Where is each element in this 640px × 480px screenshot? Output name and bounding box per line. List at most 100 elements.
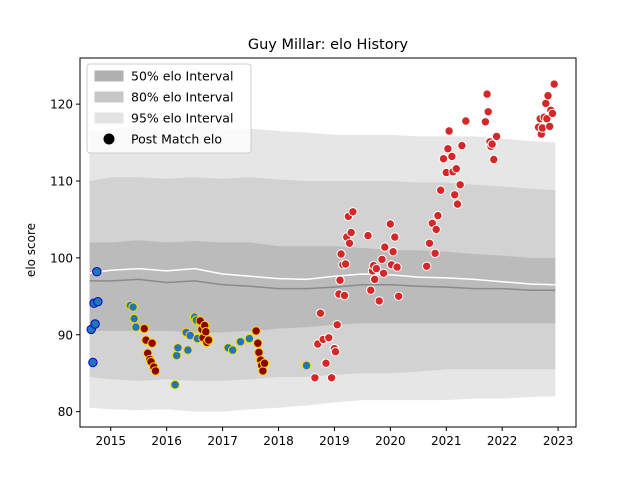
data-point [366, 285, 376, 295]
legend-label: 80% elo Interval [131, 90, 233, 105]
data-point [92, 267, 102, 277]
data-point [129, 313, 139, 324]
data-point [332, 320, 342, 330]
data-point [450, 190, 460, 200]
legend-label: 50% elo Interval [131, 69, 233, 84]
data-point [380, 242, 390, 252]
x-tick-label: 2020 [375, 434, 406, 448]
legend-box [86, 63, 252, 154]
data-point [128, 302, 138, 312]
x-tick-label: 2015 [95, 434, 126, 448]
data-point [489, 154, 499, 165]
band-50-interval [89, 240, 556, 333]
data-point [491, 131, 502, 142]
data-point [330, 347, 341, 357]
data-point [147, 338, 157, 348]
data-point [483, 107, 493, 117]
data-point [348, 207, 358, 217]
plot-frame [79, 57, 577, 428]
x-tick-label: 2023 [543, 434, 574, 448]
data-point [388, 247, 398, 257]
data-point [431, 224, 441, 235]
data-point [482, 89, 492, 99]
data-point [390, 232, 400, 242]
data-point [172, 350, 182, 361]
data-point [173, 343, 183, 353]
data-point [344, 238, 355, 249]
data-point [457, 140, 467, 151]
data-point [340, 259, 351, 269]
data-point [455, 180, 465, 190]
data-point [424, 238, 435, 249]
y-tick-label: 100 [50, 251, 73, 265]
data-point [549, 79, 559, 89]
data-point [301, 360, 312, 371]
data-point [170, 380, 180, 390]
data-point [374, 296, 384, 306]
x-tick-label: 2017 [207, 434, 238, 448]
data-point [443, 144, 453, 154]
data-point [346, 227, 356, 238]
legend-marker [103, 133, 115, 145]
y-tick-label: 120 [50, 98, 73, 112]
data-point [253, 338, 263, 348]
data-point [321, 358, 331, 368]
data-point [310, 373, 320, 383]
data-point [315, 308, 326, 318]
y-tick-label: 90 [58, 328, 73, 342]
x-tick-label: 2019 [319, 434, 350, 448]
data-point [543, 91, 553, 101]
data-point [547, 108, 558, 119]
data-point [422, 261, 432, 271]
data-point [433, 210, 443, 221]
legend: 50% elo Interval 80% elo Interval 95% elo … [86, 63, 252, 154]
x-tick-label: 2016 [151, 434, 182, 448]
data-point [438, 154, 449, 164]
y-tick-label: 110 [50, 175, 73, 189]
legend-label: 95% elo Interval [131, 111, 233, 126]
data-point [88, 357, 98, 368]
data-point [487, 139, 497, 149]
data-point [326, 373, 337, 383]
data-point [259, 358, 270, 368]
data-point [228, 345, 238, 355]
data-point [452, 199, 463, 209]
data-point [385, 219, 395, 229]
y-axis-label: elo score [24, 223, 38, 277]
data-point [378, 268, 389, 278]
data-point [339, 290, 350, 301]
data-point [93, 297, 103, 307]
data-point [394, 291, 404, 301]
data-point [363, 230, 373, 241]
data-point [183, 345, 193, 355]
x-tick-label: 2022 [487, 434, 518, 448]
median-elo-line [89, 278, 556, 291]
data-point [451, 164, 461, 174]
legend-swatch [94, 70, 124, 82]
data-point [150, 366, 161, 376]
data-point [436, 185, 446, 195]
data-point [371, 263, 382, 274]
data-point [244, 333, 255, 344]
data-point [444, 126, 454, 136]
data-point [235, 337, 246, 347]
data-point [461, 116, 471, 126]
x-tick-label: 2018 [263, 434, 294, 448]
data-point [90, 319, 100, 329]
data-point [430, 248, 440, 259]
y-tick-label: 80 [58, 405, 73, 419]
data-point [480, 117, 491, 127]
data-point [392, 262, 402, 272]
data-point [258, 366, 268, 376]
plot-area: 2015 2016 2017 2018 2019 2020 2021 2022 2023 80 90… [50, 57, 577, 448]
data-point [139, 323, 150, 334]
data-point [370, 274, 380, 285]
data-point [447, 151, 457, 162]
data-point [336, 249, 346, 259]
legend-swatch [94, 91, 124, 103]
legend-label: Post Match elo [131, 132, 222, 147]
legend-swatch [94, 112, 124, 124]
data-point [201, 327, 211, 337]
data-point [251, 326, 261, 336]
